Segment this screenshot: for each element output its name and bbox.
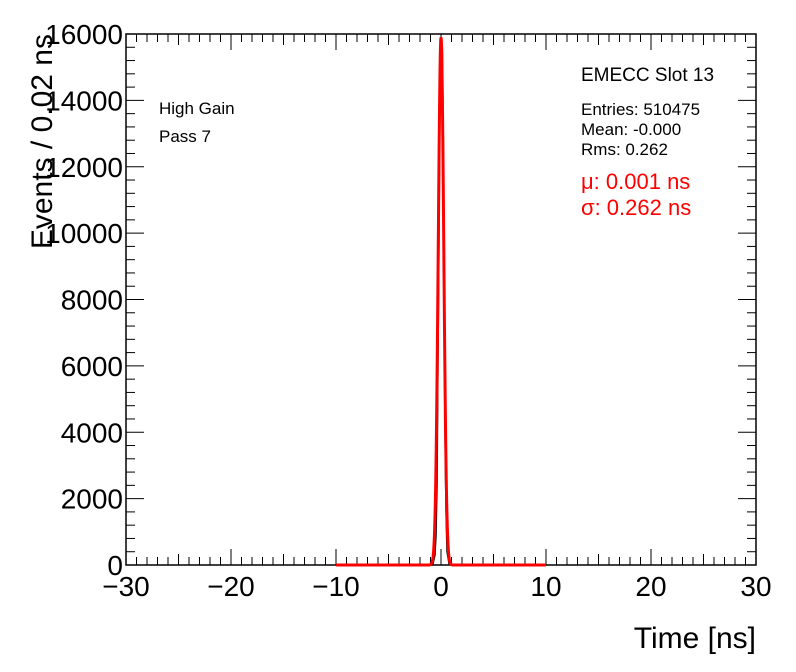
- y-tick-label: 2000: [61, 484, 123, 515]
- stats-mean: Mean: -0.000: [581, 120, 681, 139]
- x-tick-label: −30: [102, 571, 150, 602]
- x-axis-title: Time [ns]: [634, 622, 756, 655]
- x-tick-label: 0: [433, 571, 449, 602]
- stats-title: EMECC Slot 13: [581, 65, 714, 86]
- y-tick-label: 10000: [45, 218, 123, 249]
- y-tick-label: 16000: [45, 19, 123, 50]
- y-axis-title: Events / 0.02 ns: [26, 34, 59, 249]
- y-tick-label: 4000: [61, 417, 123, 448]
- x-tick-label: 30: [740, 571, 771, 602]
- x-tick-label: −10: [312, 571, 360, 602]
- x-tick-label: 20: [635, 571, 666, 602]
- fit-sigma: σ: 0.262 ns: [581, 195, 691, 220]
- stats-entries: Entries: 510475: [581, 100, 700, 119]
- x-tick-label: 10: [530, 571, 561, 602]
- histogram-line: [430, 37, 452, 566]
- data-series: [336, 37, 546, 567]
- axis-ticks: [125, 33, 757, 566]
- pass-label: Pass 7: [159, 127, 211, 146]
- y-tick-label: 14000: [45, 85, 123, 116]
- gaussian-fit-line: [336, 37, 546, 567]
- gain-label: High Gain: [159, 99, 235, 118]
- fit-mu: μ: 0.001 ns: [581, 169, 690, 194]
- y-tick-label: 6000: [61, 351, 123, 382]
- stats-rms: Rms: 0.262: [581, 140, 668, 159]
- y-tick-label: 8000: [61, 285, 123, 316]
- axis-tick-labels: −30 −20 −10 0 10 20 30 0 2000 4000 6000 8000 10000 12…: [45, 19, 771, 602]
- y-tick-label: 12000: [45, 152, 123, 183]
- y-tick-label: 0: [107, 550, 123, 581]
- x-tick-label: −20: [207, 571, 255, 602]
